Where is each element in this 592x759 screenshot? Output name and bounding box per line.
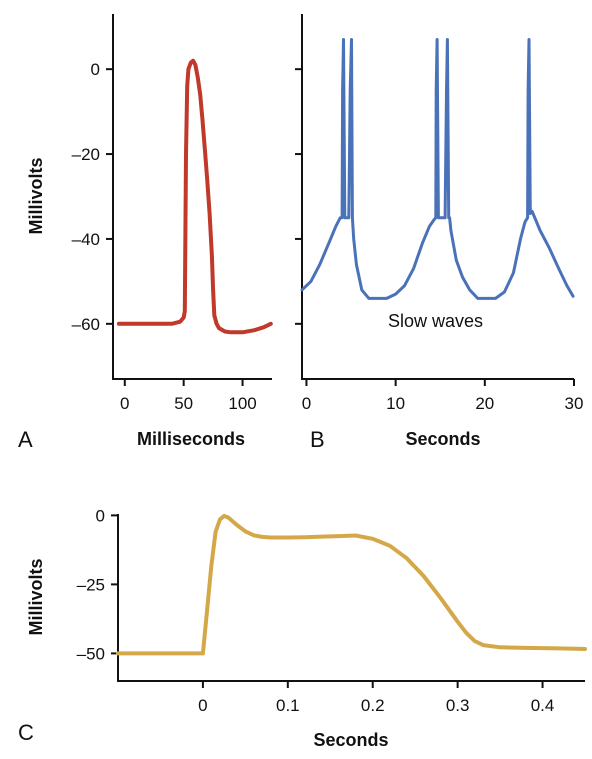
panel-a-x-tick-label: 0 <box>120 394 129 413</box>
panel-b-x-tick-label: 20 <box>475 394 494 413</box>
panel-b-letter: B <box>310 427 325 452</box>
panel-c-letter: C <box>18 720 34 745</box>
panel-a-y-axis-title: Millivolts <box>26 157 46 234</box>
panel-a-x-ticks: 0 50 100 <box>120 379 257 413</box>
panel-a-y-tick-label: 0 <box>91 60 100 79</box>
panel-c-x-tick-label: 0.2 <box>361 696 385 715</box>
panel-b-x-tick-label: 30 <box>565 394 584 413</box>
panel-b-y-ticks <box>295 68 302 325</box>
panel-b-x-ticks: 0 10 20 30 <box>302 379 584 413</box>
panel-c-y-ticks: 0 –25 –50 <box>77 506 118 663</box>
panel-a-y-ticks: 0 –20 –40 –60 <box>72 60 113 334</box>
panel-a: 0 –20 –40 –60 0 50 100 Millivolts Millisecond… <box>18 14 273 452</box>
panel-c-y-tick-label: –50 <box>77 644 105 663</box>
panel-a-y-tick-label: –20 <box>72 145 100 164</box>
panel-c-y-tick-label: –25 <box>77 575 105 594</box>
panel-c-x-tick-label: 0.4 <box>531 696 555 715</box>
panel-c-y-axis-title: Millivolts <box>26 558 46 635</box>
panel-c-action-potential-line <box>116 513 587 656</box>
panel-a-x-tick-label: 50 <box>174 394 193 413</box>
panel-c-x-ticks: 0 0.1 0.2 0.3 0.4 <box>198 681 554 715</box>
panel-a-action-potential-line <box>116 58 273 335</box>
panel-c-x-tick-label: 0.3 <box>446 696 470 715</box>
panel-b-slow-waves-annotation: Slow waves <box>388 311 483 331</box>
panel-b-x-tick-label: 10 <box>386 394 405 413</box>
panel-c-x-tick-label: 0 <box>198 696 207 715</box>
panel-c-x-axis-title: Seconds <box>313 730 388 750</box>
panel-a-letter: A <box>18 427 33 452</box>
panel-b-x-tick-label: 0 <box>302 394 311 413</box>
panel-a-x-axis-title: Milliseconds <box>137 429 245 449</box>
panel-c: 0 –25 –50 0 0.1 0.2 0.3 0.4 Millivolts Seconds… <box>18 506 587 750</box>
panel-b: 0 10 20 30 Slow waves Seconds B <box>295 14 583 452</box>
panel-a-y-tick-label: –60 <box>72 315 100 334</box>
panel-b-x-axis-title: Seconds <box>405 429 480 449</box>
panel-c-y-tick-label: 0 <box>96 506 105 525</box>
panel-a-x-tick-label: 100 <box>228 394 256 413</box>
panel-a-y-tick-label: –40 <box>72 230 100 249</box>
panel-c-x-tick-label: 0.1 <box>276 696 300 715</box>
panel-b-slow-wave-line <box>300 38 575 300</box>
